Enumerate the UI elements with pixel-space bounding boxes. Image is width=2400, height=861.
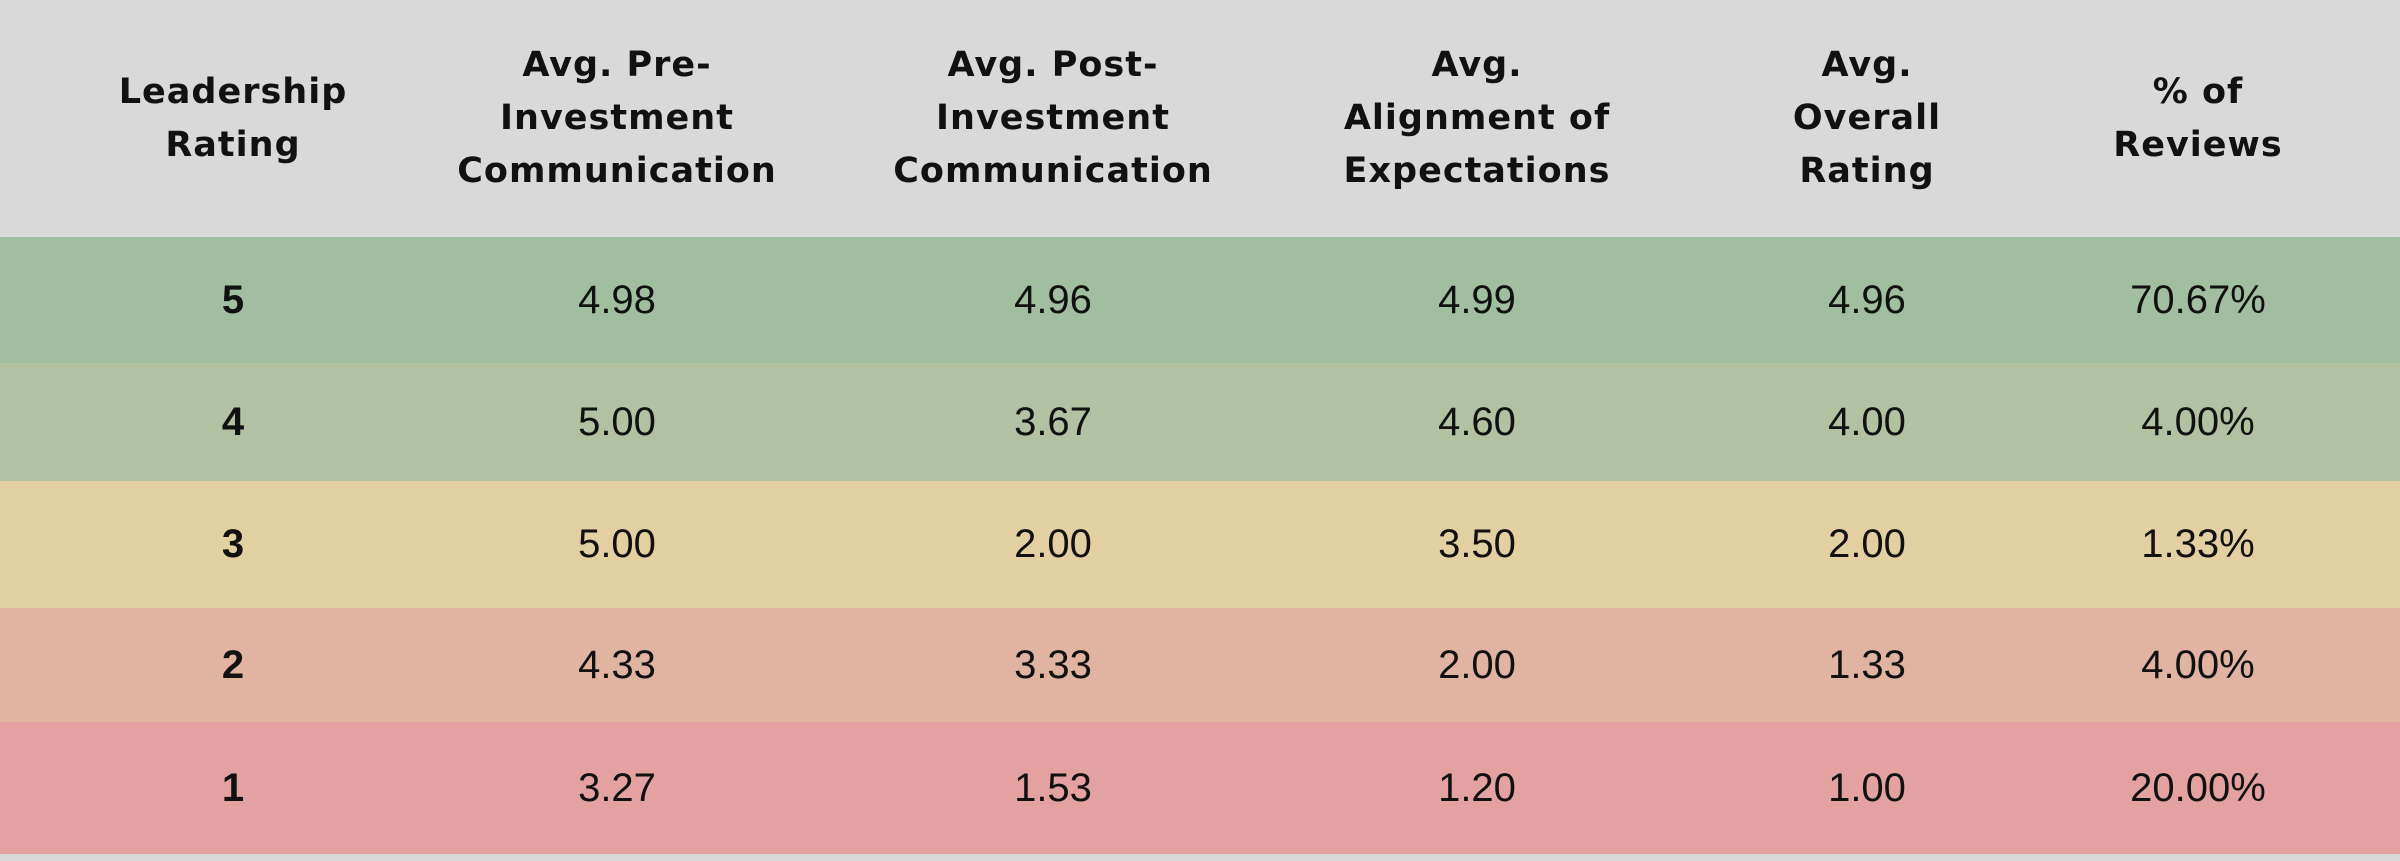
table-cell: 4.98: [578, 277, 656, 322]
table-cell: 5.00: [578, 399, 656, 444]
header-line: Overall: [1792, 98, 1942, 138]
table-row: 3 5.00 2.00 3.50 2.00 1.33%: [0, 481, 2400, 608]
header-line: Investment: [936, 98, 1170, 138]
table-cell: 4.00%: [2141, 642, 2255, 687]
table-cell: 4: [221, 399, 245, 444]
table-cell: 20.00%: [2130, 765, 2266, 810]
header-line: Communication: [457, 151, 777, 191]
header-cell: Avg. Post- Investment Communication: [893, 0, 1213, 237]
table-cell: 1.33%: [2141, 522, 2255, 566]
table-cell: 2: [221, 642, 245, 687]
table-cell: 1.00: [1828, 765, 1906, 810]
header-line: Leadership: [118, 71, 348, 112]
table-cell: 1.53: [1014, 765, 1092, 810]
table-cell: 4.33: [578, 642, 656, 687]
header-line: Avg. Pre-: [522, 45, 712, 85]
table-row: 4 5.00 3.67 4.60 4.00 4.00%: [0, 363, 2400, 481]
table-cell: 1.20: [1438, 765, 1516, 810]
table-cell: 3.67: [1014, 399, 1092, 444]
table-cell: 3.50: [1438, 522, 1516, 566]
table-cell: 5: [221, 277, 245, 322]
table-row: 1 3.27 1.53 1.20 1.00 20.00%: [0, 722, 2400, 854]
table-cell: 3: [221, 522, 245, 566]
header-cell: Avg. Alignment of Expectations: [1344, 0, 1611, 237]
header-line: Avg.: [1821, 45, 1913, 85]
header-line: Reviews: [2113, 124, 2283, 165]
table-cell: 4.00: [1828, 399, 1906, 444]
header-cell: Avg. Pre- Investment Communication: [457, 0, 777, 237]
table-cell: 1: [221, 765, 245, 810]
header-line: Avg. Post-: [947, 45, 1159, 85]
table-cell: 4.60: [1438, 399, 1516, 444]
header-line: Alignment of: [1343, 98, 1611, 138]
header-line: Rating: [1799, 151, 1935, 191]
table-cell: 4.96: [1828, 277, 1906, 322]
table-cell: 4.00%: [2141, 399, 2255, 444]
table-cell: 4.99: [1438, 277, 1516, 322]
table-cell: 2.00: [1828, 522, 1906, 566]
header-line: Expectations: [1343, 151, 1611, 191]
table-row: 2 4.33 3.33 2.00 1.33 4.00%: [0, 608, 2400, 722]
table-cell: 3.33: [1014, 642, 1092, 687]
header-line: Investment: [500, 98, 734, 138]
table-cell: 5.00: [578, 522, 656, 566]
table-cell: 2.00: [1438, 642, 1516, 687]
header-cell: % of Reviews: [2113, 0, 2282, 237]
table-cell: 70.67%: [2130, 277, 2266, 322]
header-line: Avg.: [1431, 45, 1523, 85]
table-cell: 4.96: [1014, 277, 1092, 322]
header-cell: Leadership Rating: [119, 0, 348, 237]
table-header: Leadership Rating Avg. Pre- Investment Commu…: [0, 0, 2400, 237]
header-line: Rating: [165, 124, 301, 165]
table-cell: 1.33: [1828, 642, 1906, 687]
table-cell: 2.00: [1014, 522, 1092, 566]
header-line: % of: [2152, 71, 2244, 112]
header-line: Communication: [893, 151, 1213, 191]
table-row: 5 4.98 4.96 4.99 4.96 70.67%: [0, 237, 2400, 363]
header-cell: Avg. Overall Rating: [1793, 0, 1941, 237]
table-cell: 3.27: [578, 765, 656, 810]
